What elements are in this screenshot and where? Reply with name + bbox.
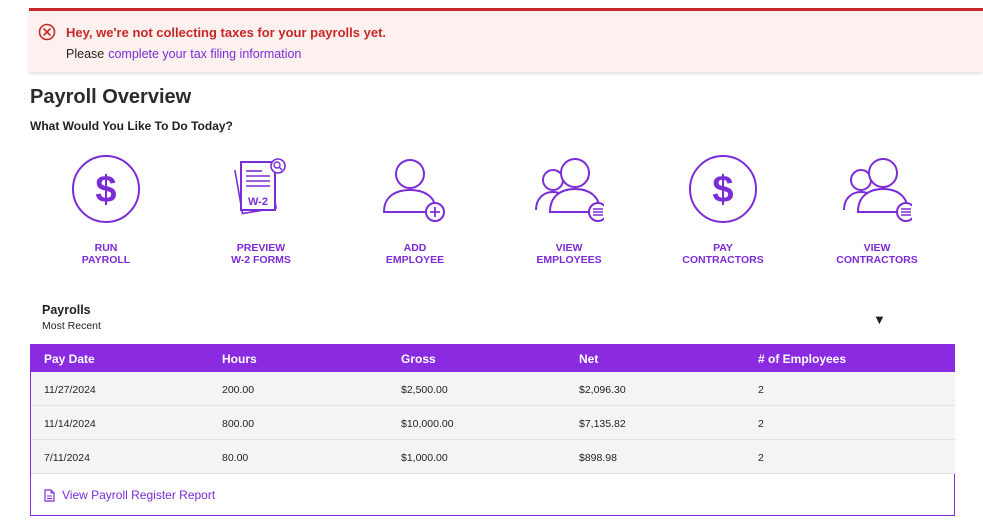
run-payroll-label: RUN PAYROLL [81, 242, 131, 266]
pay-contractors-label: PAY CONTRACTORS [682, 242, 764, 266]
net-cell: $7,135.82 [579, 418, 626, 430]
dollar-circle-icon: $ [689, 155, 757, 223]
add-person-icon [382, 159, 445, 222]
employees-count-cell: 2 [758, 384, 764, 396]
pay-date-cell: 11/14/2024 [44, 418, 96, 430]
hours-cell: 80.00 [222, 452, 249, 464]
payrolls-title: Payrolls [42, 303, 91, 317]
employees-count-cell: 2 [758, 452, 764, 464]
gross-cell: $1,000.00 [401, 452, 448, 464]
net-cell: $898.98 [579, 452, 617, 464]
run-payroll-button[interactable]: $ RUN PAYROLL [36, 154, 176, 266]
table-row[interactable]: 11/27/2024 200.00 $2,500.00 $2,096.30 2 [31, 372, 955, 406]
preview-w2-forms-button[interactable]: W-2 PREVIEW W-2 FORMS [191, 154, 331, 266]
alert-prefix: Please [66, 47, 105, 61]
column-header[interactable]: Gross [401, 352, 436, 366]
pay-date-cell: 7/11/2024 [44, 452, 90, 464]
gross-cell: $10,000.00 [401, 418, 454, 430]
tax-filing-link[interactable]: complete your tax filing information [108, 47, 302, 61]
view-employees-button[interactable]: VIEW EMPLOYEES [499, 154, 639, 266]
alert-message: Please complete your tax filing informati… [66, 47, 301, 61]
hours-cell: 200.00 [222, 384, 255, 396]
page-subtitle: What Would You Like To Do Today? [30, 119, 233, 133]
w2-document-icon: W-2 [234, 158, 286, 215]
people-list-icon [535, 158, 604, 222]
column-header[interactable]: # of Employees [758, 352, 847, 366]
view-contractors-button[interactable]: VIEW CONTRACTORS [807, 154, 947, 266]
document-icon [44, 488, 55, 502]
people-list-icon [843, 158, 912, 222]
gross-cell: $2,500.00 [401, 384, 448, 396]
page-title: Payroll Overview [30, 86, 192, 108]
preview-w2-label: PREVIEW W-2 FORMS [231, 242, 291, 266]
tax-alert-banner: Hey, we're not collecting taxes for your… [29, 8, 983, 72]
report-link-label: View Payroll Register Report [62, 488, 216, 502]
table-row[interactable]: 11/14/2024 800.00 $10,000.00 $7,135.82 2 [31, 406, 955, 440]
view-contractors-label: VIEW CONTRACTORS [836, 242, 918, 266]
add-employee-button[interactable]: ADD EMPLOYEE [345, 154, 485, 266]
add-employee-label: ADD EMPLOYEE [385, 242, 445, 266]
net-cell: $2,096.30 [579, 384, 626, 396]
column-header[interactable]: Hours [222, 352, 257, 366]
triangle-down-icon[interactable]: ▼ [873, 312, 886, 327]
column-header[interactable]: Net [579, 352, 599, 366]
hours-cell: 800.00 [222, 418, 255, 430]
svg-text:W-2: W-2 [248, 196, 268, 208]
table-header: Pay Date Hours Gross Net # of Employees [31, 344, 955, 372]
payrolls-filter-label: Most Recent [42, 320, 101, 332]
table-row[interactable]: 7/11/2024 80.00 $1,000.00 $898.98 2 [31, 440, 955, 474]
payrolls-table: Pay Date Hours Gross Net # of Employees … [30, 344, 955, 516]
employees-count-cell: 2 [758, 418, 764, 430]
svg-text:$: $ [712, 169, 733, 211]
alert-title: Hey, we're not collecting taxes for your… [66, 25, 387, 40]
error-circle-x-icon [38, 23, 56, 41]
column-header[interactable]: Pay Date [44, 352, 95, 366]
payroll-register-report-link[interactable]: View Payroll Register Report [44, 488, 215, 502]
view-employees-label: VIEW EMPLOYEES [536, 242, 602, 266]
pay-contractors-button[interactable]: $ PAY CONTRACTORS [653, 154, 793, 266]
dollar-circle-icon: $ [72, 155, 140, 223]
pay-date-cell: 11/27/2024 [44, 384, 96, 396]
svg-text:$: $ [95, 169, 116, 211]
